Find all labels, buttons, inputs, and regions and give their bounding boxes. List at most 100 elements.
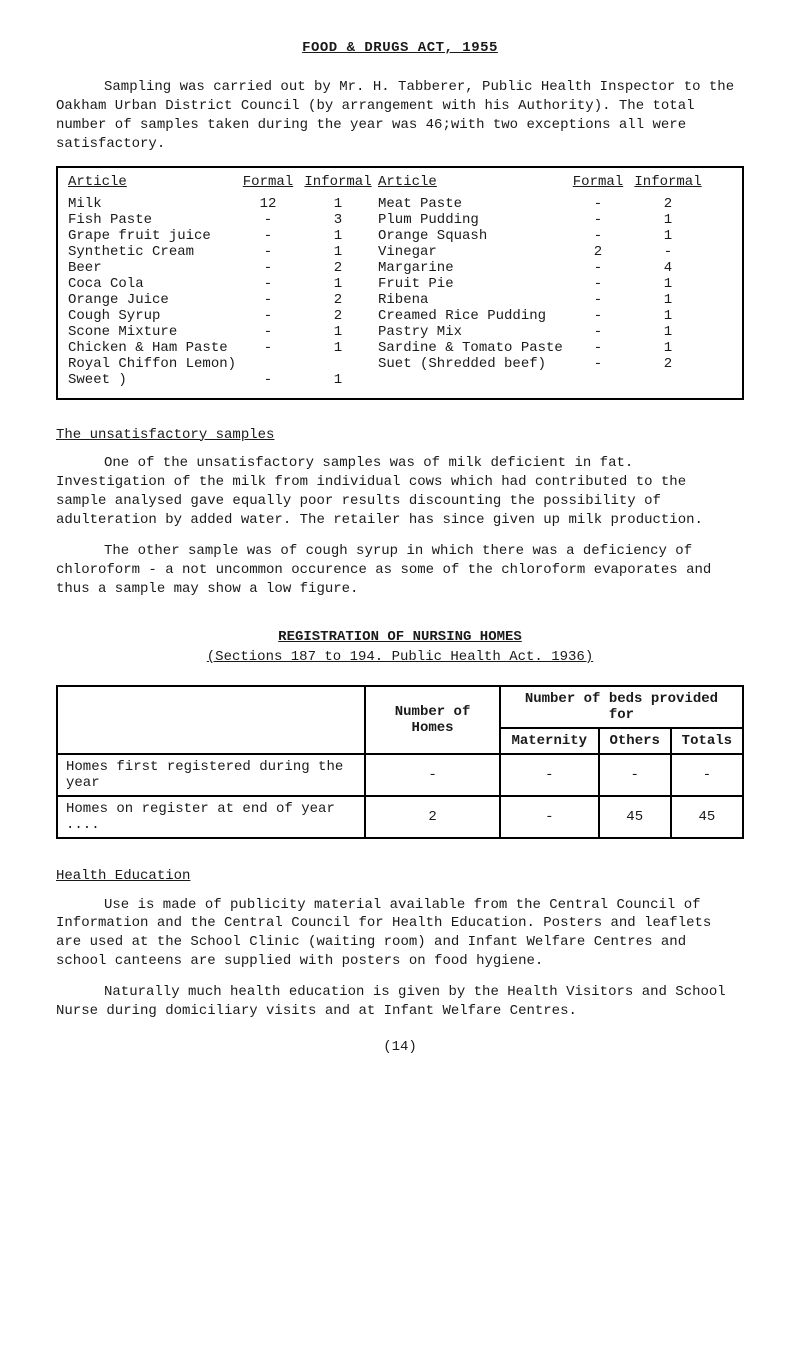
cell: Milk <box>68 196 238 212</box>
nursing-row: Homes first registered during the year -… <box>57 754 743 796</box>
unsat-p2: The other sample was of cough syrup in w… <box>56 542 744 599</box>
cell <box>238 356 298 372</box>
cell: - <box>568 356 628 372</box>
cell: 2 <box>298 260 378 276</box>
cell: 1 <box>298 372 378 388</box>
cell: - <box>238 228 298 244</box>
cell: Cough Syrup <box>68 308 238 324</box>
title-text: FOOD & DRUGS ACT, 1955 <box>302 40 498 56</box>
cell: - <box>599 754 671 796</box>
cell: 1 <box>628 324 708 340</box>
cell: 2 <box>298 292 378 308</box>
cell: 2 <box>628 196 708 212</box>
health-p1: Use is made of publicity material availa… <box>56 896 744 972</box>
hdr-article-right: Article <box>378 174 568 190</box>
article-table: Article Formal Informal Article Formal I… <box>56 166 744 400</box>
cell: - <box>238 260 298 276</box>
cell: - <box>568 260 628 276</box>
cell: - <box>628 244 708 260</box>
cell: Plum Pudding <box>378 212 568 228</box>
cell: Fish Paste <box>68 212 238 228</box>
cell: 45 <box>671 796 743 838</box>
nursing-row: Homes on register at end of year .... 2 … <box>57 796 743 838</box>
table-row: Cough Syrup - 2 Creamed Rice Pudding - 1 <box>68 308 732 324</box>
hdr-informal-left: Informal <box>298 174 378 190</box>
cell: - <box>238 244 298 260</box>
unsat-p1: One of the unsatisfactory samples was of… <box>56 454 744 530</box>
hdr-number-homes: Number of Homes <box>365 686 500 754</box>
cell: 1 <box>628 228 708 244</box>
cell: Orange Juice <box>68 292 238 308</box>
cell: 1 <box>628 340 708 356</box>
cell: 2 <box>568 244 628 260</box>
nursing-table: Number of Homes Number of beds provided … <box>56 685 744 839</box>
cell: 3 <box>298 212 378 228</box>
cell: Grape fruit juice <box>68 228 238 244</box>
hdr-totals: Totals <box>671 728 743 754</box>
hdr-formal-left: Formal <box>238 174 298 190</box>
hdr-others: Others <box>599 728 671 754</box>
cell: Fruit Pie <box>378 276 568 292</box>
cell: Coca Cola <box>68 276 238 292</box>
cell: - <box>568 196 628 212</box>
hdr-informal-right: Informal <box>628 174 708 190</box>
cell: Orange Squash <box>378 228 568 244</box>
cell: 45 <box>599 796 671 838</box>
cell: - <box>238 308 298 324</box>
hdr-article-left: Article <box>68 174 238 190</box>
cell: - <box>238 324 298 340</box>
row-label: Homes first registered during the year <box>57 754 365 796</box>
row-label: Homes on register at end of year .... <box>57 796 365 838</box>
table-row: Fish Paste - 3 Plum Pudding - 1 <box>68 212 732 228</box>
table-row: Scone Mixture - 1 Pastry Mix - 1 <box>68 324 732 340</box>
cell: - <box>568 308 628 324</box>
cell: - <box>238 276 298 292</box>
cell: Sweet ) <box>68 372 238 388</box>
page-title: FOOD & DRUGS ACT, 1955 <box>56 40 744 56</box>
cell: Suet (Shredded beef) <box>378 356 568 372</box>
cell: - <box>568 276 628 292</box>
table-row: Royal Chiffon Lemon) Suet (Shredded beef… <box>68 356 732 372</box>
cell: 1 <box>298 340 378 356</box>
cell: 1 <box>298 324 378 340</box>
cell: 1 <box>628 212 708 228</box>
page-number: (14) <box>56 1039 744 1055</box>
cell: - <box>500 796 599 838</box>
cell: 2 <box>365 796 500 838</box>
cell: Chicken & Ham Paste <box>68 340 238 356</box>
cell: - <box>365 754 500 796</box>
cell: Meat Paste <box>378 196 568 212</box>
blank-corner <box>57 686 365 754</box>
registration-sub: (Sections 187 to 194. Public Health Act.… <box>56 649 744 665</box>
table-row: Coca Cola - 1 Fruit Pie - 1 <box>68 276 732 292</box>
cell: - <box>500 754 599 796</box>
cell: 1 <box>298 276 378 292</box>
cell: 1 <box>628 308 708 324</box>
table-row: Beer - 2 Margarine - 4 <box>68 260 732 276</box>
cell: Creamed Rice Pudding <box>378 308 568 324</box>
cell <box>378 372 568 388</box>
cell: 1 <box>628 292 708 308</box>
cell: 1 <box>298 244 378 260</box>
cell: Royal Chiffon Lemon) <box>68 356 238 372</box>
cell: Pastry Mix <box>378 324 568 340</box>
cell: - <box>238 372 298 388</box>
cell: - <box>671 754 743 796</box>
cell: - <box>568 212 628 228</box>
cell: Beer <box>68 260 238 276</box>
cell: - <box>568 340 628 356</box>
health-p2: Naturally much health education is given… <box>56 983 744 1021</box>
cell: 12 <box>238 196 298 212</box>
cell <box>568 372 628 388</box>
cell: - <box>568 228 628 244</box>
table-row: Milk 12 1 Meat Paste - 2 <box>68 196 732 212</box>
cell: Synthetic Cream <box>68 244 238 260</box>
health-heading: Health Education <box>56 867 744 886</box>
table-row: Synthetic Cream - 1 Vinegar 2 - <box>68 244 732 260</box>
cell: 4 <box>628 260 708 276</box>
hdr-formal-right: Formal <box>568 174 628 190</box>
table-row: Sweet ) - 1 <box>68 372 732 388</box>
unsat-heading: The unsatisfactory samples <box>56 426 744 445</box>
registration-heading: REGISTRATION OF NURSING HOMES <box>56 629 744 645</box>
hdr-maternity: Maternity <box>500 728 599 754</box>
